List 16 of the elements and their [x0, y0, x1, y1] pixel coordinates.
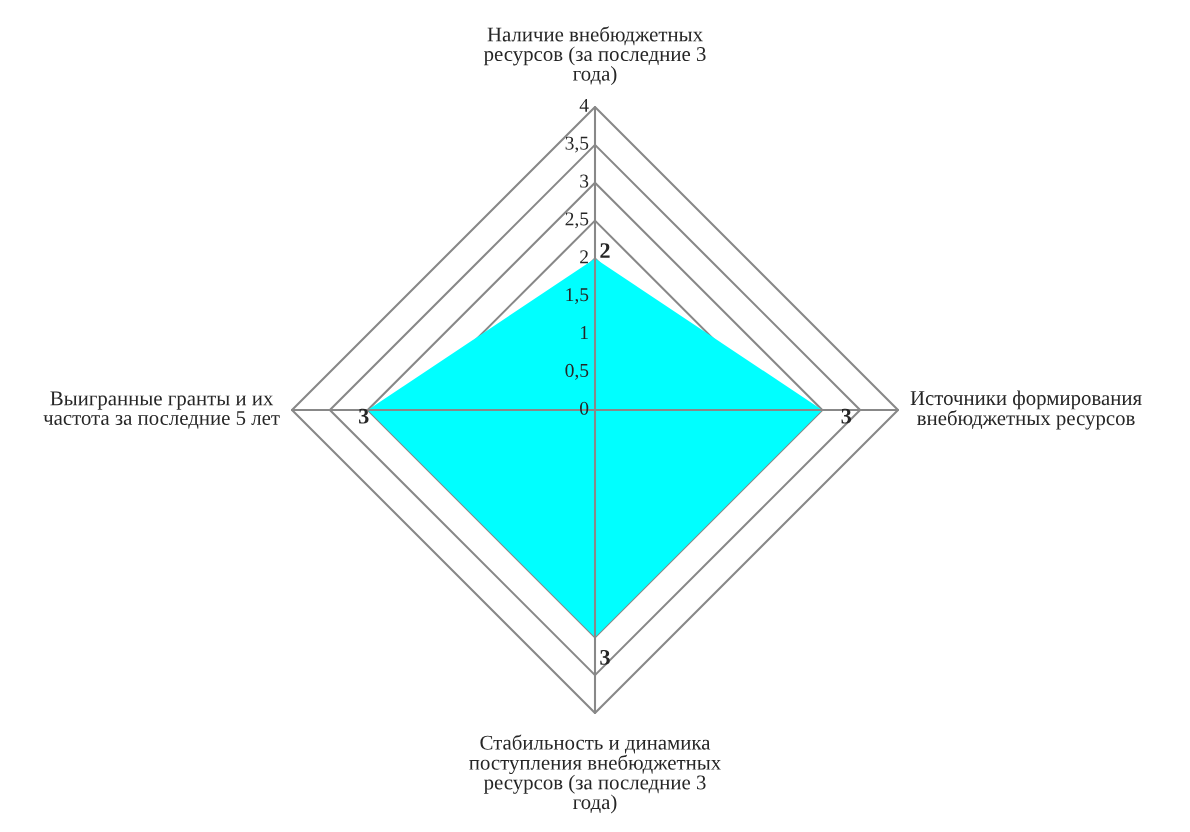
- data-label: 2: [600, 243, 610, 258]
- y-tick-label: 1: [580, 326, 588, 339]
- spoke-label: Источники формирования внебюджетных ресурсов: [910, 390, 1142, 430]
- y-tick-label: 3: [580, 174, 589, 188]
- y-tick-label: 3,5: [565, 136, 589, 153]
- data-label: 3: [359, 408, 369, 424]
- spoke-label: Наличие внебюджетных ресурсов (за последние 3 года): [483, 26, 706, 85]
- y-tick-label: 2: [580, 250, 588, 264]
- y-tick-label: 1,5: [566, 288, 589, 305]
- y-tick-label: 2,5: [565, 212, 589, 229]
- data-label: 3: [841, 408, 852, 424]
- data-label: 3: [600, 649, 610, 665]
- y-tick-label: 0,5: [565, 363, 589, 380]
- y-tick-label: 4: [579, 98, 589, 112]
- spoke-label: Стабильность и динамика поступления внебюджетных ресурсов (за последние 3 года): [469, 734, 721, 814]
- spoke-label: Выигранные гранты и их частота за последние 5 лет: [43, 391, 280, 429]
